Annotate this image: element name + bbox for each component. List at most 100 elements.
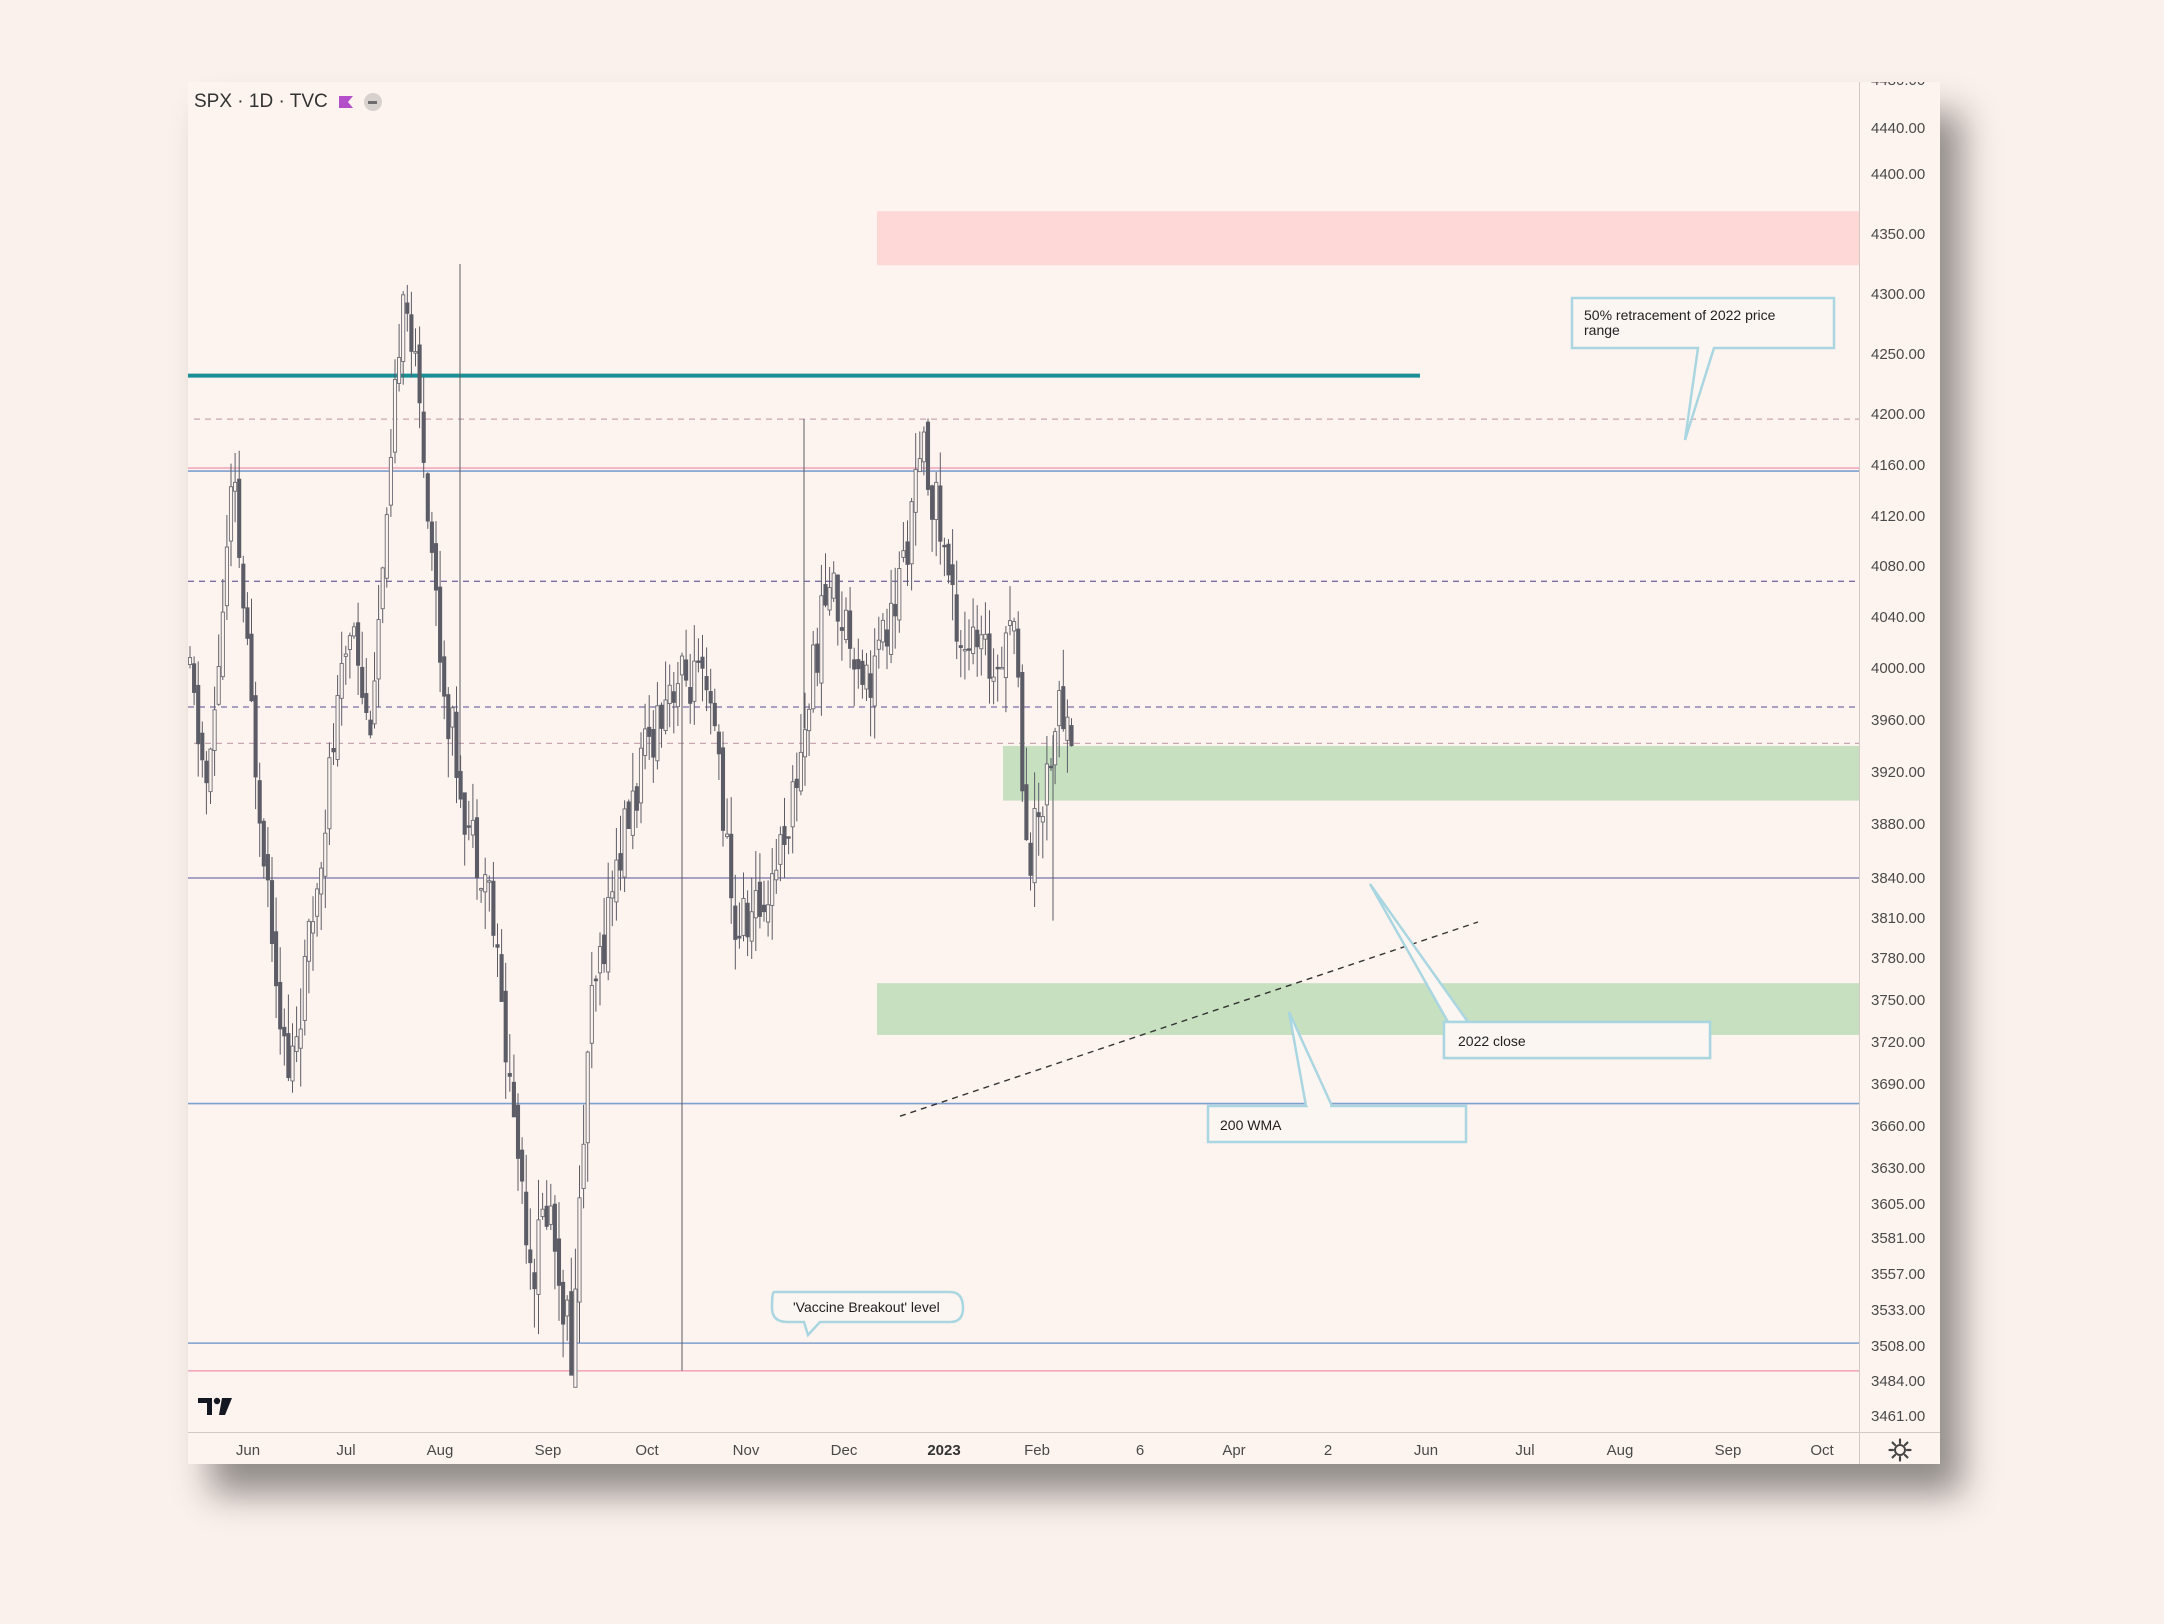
candle-body <box>495 944 500 948</box>
candle-body <box>401 294 406 362</box>
candle <box>880 613 885 651</box>
candle <box>294 1006 299 1063</box>
candle <box>487 875 492 912</box>
candle-body <box>819 595 824 684</box>
candle-body <box>622 808 627 878</box>
candle-body <box>552 1203 557 1252</box>
candle <box>1003 625 1008 713</box>
candle-body <box>306 920 311 962</box>
candle <box>663 661 668 735</box>
candle <box>602 897 607 973</box>
tradingview-logo[interactable] <box>197 1396 233 1418</box>
callout-vaccine-text: 'Vaccine Breakout' level <box>793 1299 940 1315</box>
price-tick-label: 4350.00 <box>1871 226 1925 243</box>
price-tick-label: 3810.00 <box>1871 910 1925 927</box>
candle <box>499 929 504 1002</box>
candle <box>388 429 393 517</box>
candle <box>286 994 291 1082</box>
candle-body <box>466 825 471 828</box>
candle <box>364 658 369 720</box>
price-tick-label: 3840.00 <box>1871 870 1925 887</box>
time-tick-label: Feb <box>1024 1442 1050 1459</box>
candle-body <box>802 729 808 758</box>
candle-body <box>725 833 730 838</box>
symbol-legend[interactable]: SPX · 1D · TVC <box>194 90 382 114</box>
callout-2022-close[interactable]: 2022 close <box>1368 883 1712 1060</box>
candle-body <box>626 801 631 829</box>
candle <box>261 818 266 879</box>
candle-body <box>196 684 201 745</box>
price-tick-label: 3960.00 <box>1871 712 1925 729</box>
candle <box>319 861 324 931</box>
candle <box>782 797 787 878</box>
candle <box>335 675 340 767</box>
candle-body <box>532 1272 537 1290</box>
candle-body <box>798 751 803 792</box>
candle-body <box>573 1288 578 1388</box>
candle <box>372 652 377 729</box>
candle <box>831 561 836 603</box>
candle-body <box>733 905 738 940</box>
time-tick-label: Apr <box>1222 1442 1245 1459</box>
candle-body <box>1016 628 1021 678</box>
candle-body <box>233 481 238 492</box>
price-tick-label: 3581.00 <box>1871 1230 1925 1247</box>
candle-body <box>556 1238 562 1286</box>
candle-body <box>901 550 906 558</box>
price-tick-label: 3605.00 <box>1871 1196 1925 1213</box>
candle-body <box>257 780 262 824</box>
minus-icon[interactable] <box>363 93 382 111</box>
candle <box>1012 617 1017 655</box>
candle <box>1065 699 1070 773</box>
candle-body <box>290 1045 295 1082</box>
candle <box>987 610 992 704</box>
candle-body <box>212 709 217 751</box>
candle-body <box>204 760 209 784</box>
candle-body <box>269 880 275 944</box>
candle <box>852 647 857 707</box>
price-axis[interactable]: 4480.00 4440.00 4400.00 4350.00 4300.00 4250.… <box>1871 82 1925 1425</box>
candle-body <box>237 478 242 558</box>
price-chart[interactable]: 50% retracement of 2022 price range 2022… <box>188 82 1940 1464</box>
candle <box>675 661 680 727</box>
candle-body <box>737 935 742 939</box>
candle-body <box>987 633 992 679</box>
callout-200-wma[interactable]: 200 WMA <box>1206 1011 1468 1144</box>
price-tick-label: 4040.00 <box>1871 609 1925 626</box>
candle-body <box>380 567 385 610</box>
candle <box>761 880 767 922</box>
candle-body <box>966 648 972 651</box>
flag-icon[interactable] <box>338 95 354 109</box>
candle <box>392 359 398 464</box>
candle <box>905 520 910 586</box>
candle <box>811 631 816 713</box>
candle-body <box>442 656 447 697</box>
candle <box>909 497 914 591</box>
candle-body <box>548 1205 553 1225</box>
candle <box>913 433 918 546</box>
candle <box>712 688 717 732</box>
candle <box>593 975 598 1012</box>
candle <box>655 682 660 770</box>
candle-body <box>192 663 197 693</box>
candle-body <box>745 902 750 938</box>
callout-retracement[interactable]: 50% retracement of 2022 price range <box>1570 296 1836 441</box>
candle <box>684 629 689 687</box>
time-tick-label: Aug <box>427 1442 454 1459</box>
candle-body <box>1069 725 1074 747</box>
candle <box>474 799 480 900</box>
candle-body <box>962 648 967 652</box>
candle <box>966 619 972 671</box>
gear-icon[interactable] <box>1888 1438 1912 1462</box>
time-axis[interactable]: Jun Jul Aug Sep Oct Nov Dec 2023 Feb 6 Apr 2 Jun Jul A… <box>236 1442 1835 1459</box>
candle <box>778 826 783 882</box>
candle <box>897 551 902 633</box>
candle-body <box>954 594 959 642</box>
price-tick-label: 3720.00 <box>1871 1034 1925 1051</box>
candle-body <box>872 655 877 707</box>
candle <box>749 877 754 959</box>
candle-body <box>200 732 205 761</box>
callouts-layer: 50% retracement of 2022 price range 2022… <box>770 296 1836 1338</box>
candle-body <box>458 771 463 800</box>
callout-vaccine[interactable]: 'Vaccine Breakout' level <box>770 1290 965 1338</box>
